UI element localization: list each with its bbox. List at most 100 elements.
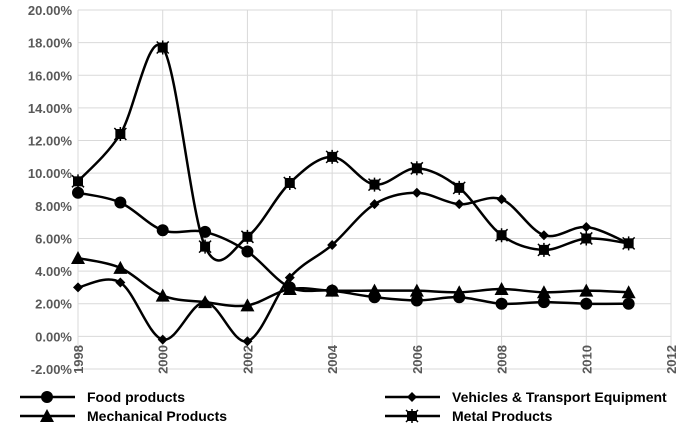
x-tick-label: 2012 bbox=[664, 345, 679, 374]
legend-label: Metal Products bbox=[452, 408, 553, 424]
data-point-diamond bbox=[538, 230, 549, 241]
data-point-circle bbox=[114, 196, 127, 209]
x-tick-label: 2006 bbox=[410, 345, 425, 374]
data-point-triangle bbox=[325, 283, 340, 297]
data-point-star-square bbox=[240, 229, 254, 244]
data-point-diamond bbox=[411, 187, 422, 198]
legend-marker-star-square bbox=[405, 409, 419, 423]
data-point-diamond bbox=[496, 194, 507, 205]
data-point-star-square bbox=[198, 239, 212, 254]
marker-cross bbox=[495, 228, 509, 243]
data-point-star-square bbox=[325, 149, 339, 164]
marker-cross bbox=[240, 229, 254, 244]
marker-cross bbox=[410, 161, 424, 176]
series-markers bbox=[71, 40, 636, 347]
data-point-star-square bbox=[579, 231, 593, 246]
legend-item: Food products bbox=[20, 389, 185, 405]
data-point-circle bbox=[580, 297, 593, 310]
data-point-triangle bbox=[579, 283, 594, 297]
data-point-star-square bbox=[622, 236, 636, 251]
data-point-star-square bbox=[537, 242, 551, 257]
legend-item: Mechanical Products bbox=[20, 408, 227, 424]
marker-cross bbox=[579, 231, 593, 246]
data-point-star-square bbox=[410, 161, 424, 176]
data-point-circle bbox=[241, 245, 254, 258]
y-tick-label: 0.00% bbox=[35, 329, 72, 344]
marker-cross bbox=[71, 174, 85, 189]
marker-cross bbox=[198, 239, 212, 254]
y-tick-label: 8.00% bbox=[35, 199, 72, 214]
data-point-star-square bbox=[156, 40, 170, 55]
data-point-star-square bbox=[452, 180, 466, 195]
data-point-circle bbox=[72, 186, 84, 199]
y-tick-label: 4.00% bbox=[35, 264, 72, 279]
data-point-triangle bbox=[240, 298, 255, 312]
data-point-star-square bbox=[113, 127, 127, 142]
y-tick-label: 10.00% bbox=[28, 166, 73, 181]
legend-item: Vehicles & Transport Equipment bbox=[385, 389, 667, 405]
marker-cross bbox=[405, 409, 419, 423]
data-point-diamond bbox=[581, 222, 592, 233]
marker-cross bbox=[283, 175, 297, 190]
y-tick-label: 12.00% bbox=[28, 134, 73, 149]
data-point-diamond bbox=[157, 334, 168, 345]
marker-cross bbox=[325, 149, 339, 164]
x-axis-ticks: 1998 2000 2002 2004 2006 2008 2010 2012 bbox=[71, 344, 679, 374]
data-point-triangle bbox=[452, 285, 467, 299]
y-tick-label: 14.00% bbox=[28, 101, 73, 116]
marker-cross bbox=[452, 180, 466, 195]
series-line-1 bbox=[77, 191, 630, 343]
data-point-diamond bbox=[454, 199, 465, 210]
marker-cross bbox=[367, 177, 382, 192]
data-point-circle bbox=[622, 297, 635, 310]
legend-item: Metal Products bbox=[385, 408, 553, 424]
data-point-triangle bbox=[155, 288, 170, 302]
legend-marker-circle bbox=[41, 391, 53, 403]
data-point-diamond bbox=[242, 336, 253, 347]
legend-marker-triangle bbox=[40, 409, 54, 422]
data-point-diamond bbox=[284, 272, 295, 283]
data-point-diamond bbox=[73, 282, 83, 293]
data-point-triangle bbox=[536, 285, 551, 299]
data-point-triangle bbox=[113, 260, 128, 274]
x-tick-label: 2000 bbox=[156, 345, 171, 374]
legend: Food products Vehicles & Transport Equipm… bbox=[20, 389, 667, 424]
data-point-triangle bbox=[409, 283, 424, 297]
data-point-triangle bbox=[71, 251, 85, 265]
data-point-triangle bbox=[367, 283, 382, 297]
data-point-star-square bbox=[367, 177, 382, 192]
marker-cross bbox=[156, 40, 170, 55]
x-tick-label: 1998 bbox=[71, 345, 86, 374]
data-point-circle bbox=[156, 224, 169, 237]
marker-cross bbox=[537, 242, 551, 257]
data-point-diamond bbox=[327, 239, 338, 250]
y-tick-label: 18.00% bbox=[28, 36, 73, 51]
legend-label: Mechanical Products bbox=[87, 408, 227, 424]
y-axis-ticks: -2.00% 0.00% 2.00% 4.00% 6.00% 8.00% 10.00% 12.… bbox=[28, 3, 73, 377]
x-tick-label: 2002 bbox=[240, 345, 255, 374]
data-point-diamond bbox=[369, 199, 380, 210]
data-point-circle bbox=[410, 294, 423, 307]
y-tick-label: 2.00% bbox=[35, 297, 72, 312]
legend-marker-diamond bbox=[407, 392, 417, 402]
data-point-circle bbox=[537, 296, 550, 309]
data-point-triangle bbox=[198, 295, 213, 309]
legend-label: Vehicles & Transport Equipment bbox=[452, 389, 667, 405]
x-tick-label: 2008 bbox=[495, 345, 510, 374]
legend-label: Food products bbox=[87, 389, 185, 405]
x-tick-label: 2010 bbox=[579, 345, 594, 374]
data-point-diamond bbox=[115, 277, 126, 288]
y-tick-label: -2.00% bbox=[31, 362, 73, 377]
data-point-circle bbox=[495, 297, 508, 310]
y-tick-label: 16.00% bbox=[28, 68, 73, 83]
y-tick-label: 6.00% bbox=[35, 231, 72, 246]
data-point-circle bbox=[199, 225, 212, 238]
data-point-triangle bbox=[494, 282, 509, 296]
data-point-triangle bbox=[282, 282, 297, 296]
y-tick-label: 20.00% bbox=[28, 3, 73, 18]
marker-cross bbox=[622, 236, 636, 251]
data-point-star-square bbox=[71, 174, 85, 189]
data-point-triangle bbox=[621, 285, 636, 299]
x-tick-label: 2004 bbox=[325, 344, 340, 374]
